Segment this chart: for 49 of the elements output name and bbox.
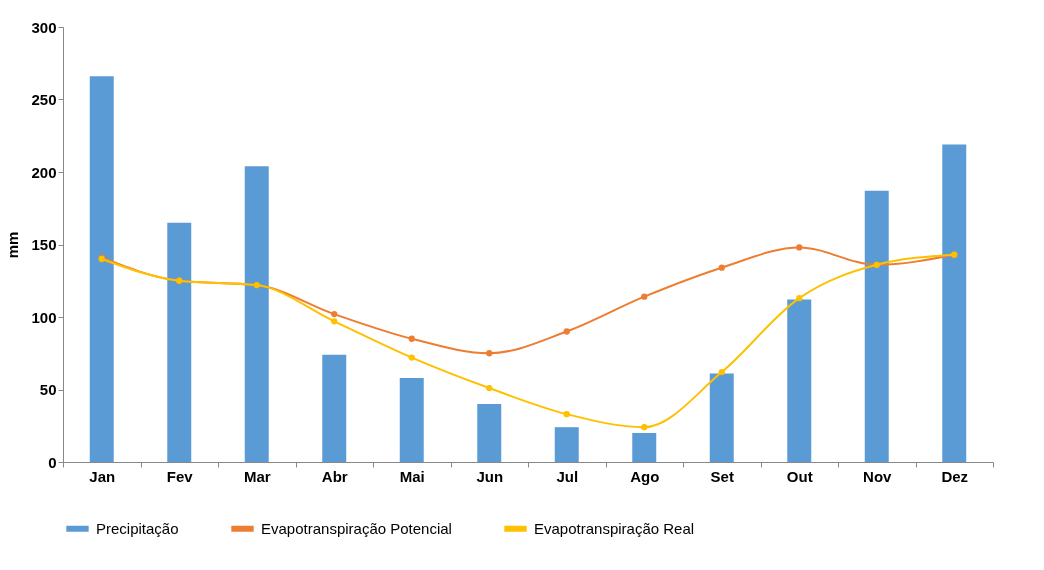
y-axis-title: mm bbox=[4, 231, 22, 259]
y-tick-label: 150 bbox=[31, 236, 57, 253]
point bbox=[563, 328, 570, 335]
bar bbox=[244, 166, 269, 462]
point bbox=[486, 350, 493, 357]
point bbox=[641, 293, 648, 300]
point bbox=[563, 410, 570, 418]
y-tick-label: 100 bbox=[31, 308, 57, 326]
x-tick-label: Set bbox=[710, 467, 734, 485]
bar bbox=[864, 190, 889, 462]
x-tick-label: Out bbox=[786, 467, 813, 485]
point bbox=[796, 244, 803, 251]
bar bbox=[89, 76, 114, 462]
x-tick-label: Jul bbox=[556, 467, 579, 485]
x-tick-label: Mai bbox=[399, 467, 425, 485]
bar bbox=[477, 404, 502, 462]
point bbox=[486, 384, 493, 392]
x-tick-label: Nov bbox=[863, 467, 893, 485]
bar bbox=[554, 427, 579, 462]
point bbox=[408, 335, 415, 342]
y-tick-label: 300 bbox=[31, 18, 57, 36]
x-tick-label: Ago bbox=[630, 467, 660, 485]
bar bbox=[709, 373, 734, 462]
x-tick-label: Dez bbox=[941, 467, 969, 485]
legend-label: Evapotranspiração Real bbox=[534, 519, 695, 537]
legend-label: Evapotranspiração Potencial bbox=[261, 519, 452, 537]
point bbox=[718, 368, 725, 376]
x-tick-label: Abr bbox=[321, 467, 348, 485]
x-tick-label: Jun bbox=[476, 467, 504, 485]
y-tick-label: 0 bbox=[48, 453, 57, 471]
x-tick-label: Jan bbox=[89, 467, 116, 485]
y-tick-label: 50 bbox=[39, 381, 57, 398]
x-tick-label: Fev bbox=[166, 467, 194, 485]
point bbox=[408, 354, 415, 361]
point bbox=[796, 294, 803, 302]
bar bbox=[322, 354, 347, 462]
y-tick-label: 200 bbox=[31, 163, 57, 181]
bar bbox=[942, 144, 967, 462]
bar bbox=[787, 299, 812, 462]
bar bbox=[167, 222, 192, 462]
x-tick-label: Mar bbox=[243, 467, 271, 485]
point bbox=[331, 310, 338, 318]
legend-label: Precipitação bbox=[96, 519, 179, 537]
point bbox=[718, 264, 725, 271]
bar bbox=[399, 377, 424, 462]
y-tick-label: 250 bbox=[31, 91, 57, 108]
point bbox=[641, 424, 648, 431]
point bbox=[331, 318, 338, 325]
bar bbox=[632, 433, 657, 462]
